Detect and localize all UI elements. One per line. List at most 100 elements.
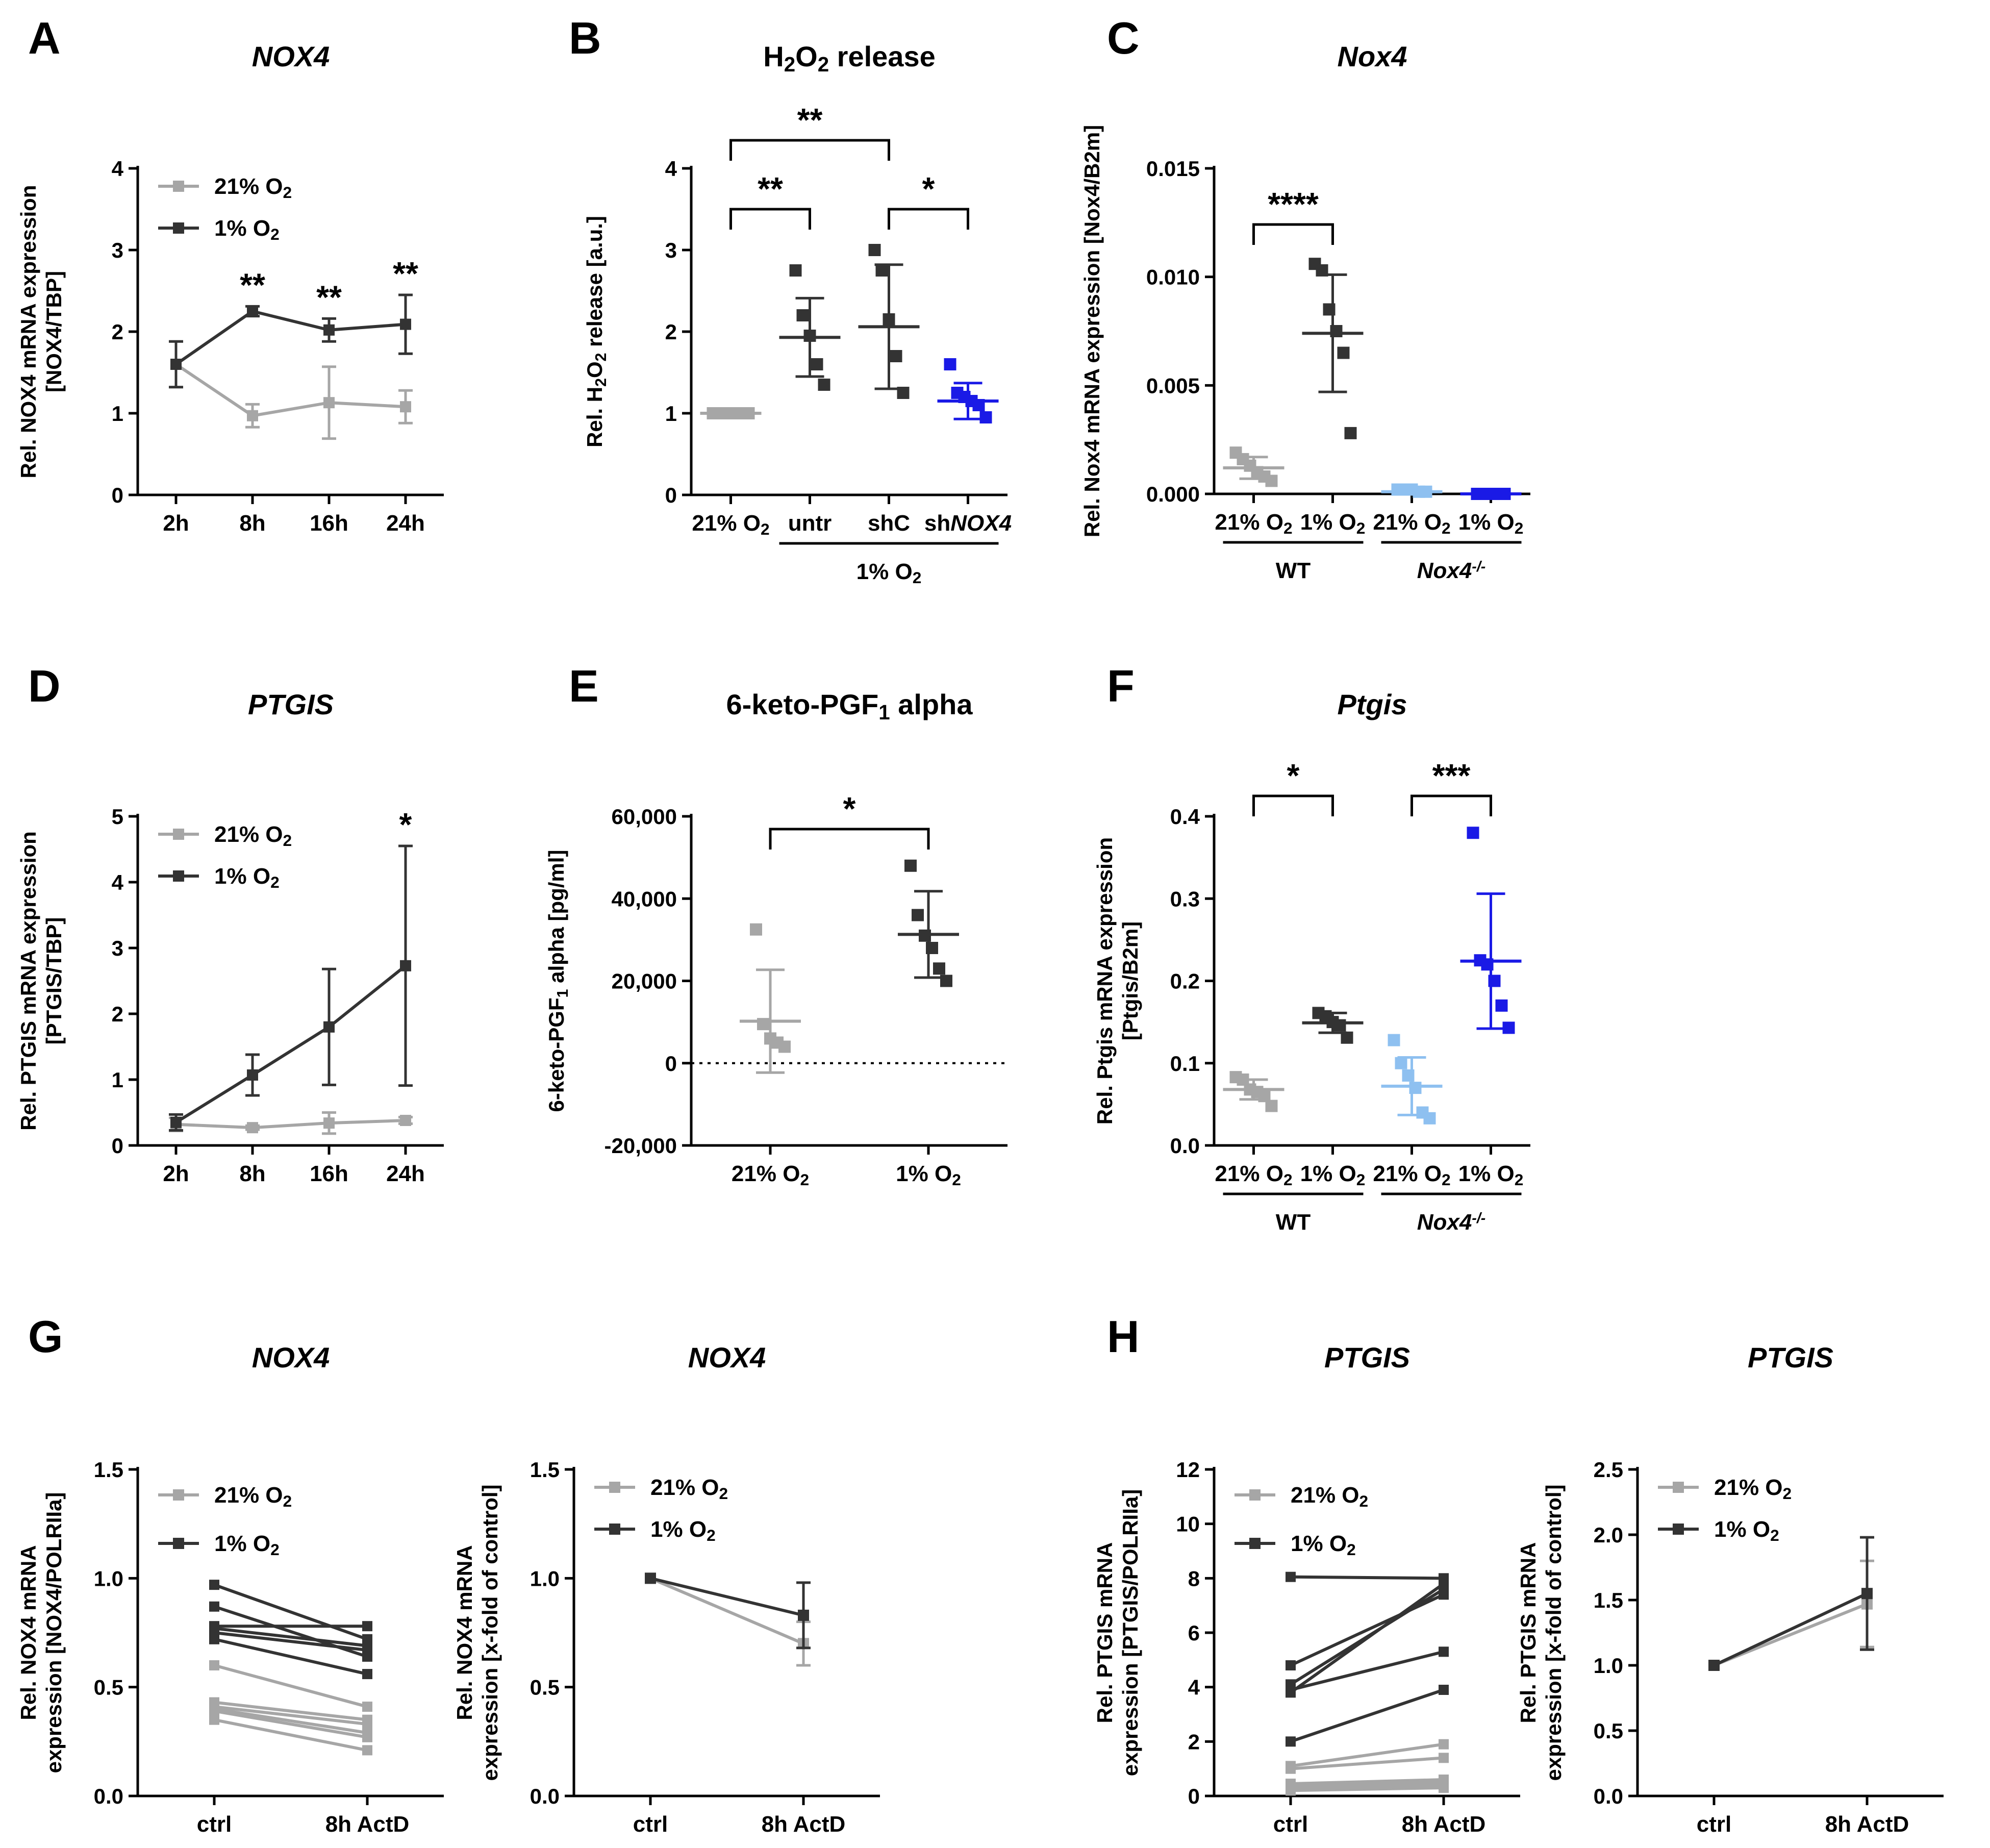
y-tick-label: 5 — [112, 805, 123, 829]
y-tick-label: 2 — [1188, 1730, 1200, 1754]
data-point — [209, 1706, 219, 1716]
y-axis-label: [Ptgis/B2m] — [1118, 921, 1142, 1040]
data-point — [944, 358, 956, 370]
y-tick-label: 4 — [112, 870, 124, 894]
y-axis-label: 6-keto-PGF1 alpha [pg/ml] — [544, 850, 571, 1112]
legend-marker — [173, 181, 184, 192]
y-tick-label: 0.3 — [1170, 887, 1200, 911]
x-tick-label: 1% O2 — [1300, 510, 1366, 537]
x-tick-label: shC — [868, 511, 910, 536]
legend-label: 1% O2 — [214, 864, 280, 891]
data-point — [1495, 999, 1508, 1012]
y-tick-label: 0.4 — [1170, 805, 1200, 829]
paired-line — [1290, 1742, 1444, 1768]
significance-label: ** — [797, 102, 823, 138]
chart-title: PTGIS — [1324, 1341, 1410, 1373]
y-tick-label: 0 — [1188, 1784, 1200, 1808]
series-line — [649, 1577, 804, 1645]
chart-panel-E: E 6-keto-PGF1 alpha -20,000 0 20,000 40,000 60… — [544, 661, 1007, 1189]
data-point — [1265, 475, 1278, 487]
data-point — [1388, 1034, 1400, 1046]
y-tick-label: 3 — [112, 936, 123, 960]
chart-title: Ptgis — [1338, 688, 1407, 720]
series-line — [1713, 1592, 1868, 1667]
data-point — [1439, 1753, 1449, 1763]
paired-line — [1290, 1781, 1444, 1788]
y-tick-label: 0.0 — [1594, 1784, 1623, 1808]
y-axis-label: Rel. PTGIS mRNA — [1093, 1542, 1117, 1724]
y-tick-label: 0.0 — [1170, 1134, 1200, 1158]
legend-label: 21% O2 — [214, 1483, 292, 1510]
legend-marker — [173, 222, 184, 234]
paired-line — [1290, 1582, 1445, 1694]
legend-marker — [1673, 1482, 1684, 1493]
y-tick-label: 20,000 — [612, 969, 677, 993]
chart-panel-D: D PTGIS 0 1 2 3 4 5 2h 8h 16h 24h Rel. PTGIS mRNA ex… — [16, 661, 444, 1186]
legend-marker — [1249, 1489, 1261, 1501]
x-tick-label: 8h ActD — [1402, 1812, 1486, 1837]
significance-bracket — [1252, 794, 1334, 816]
chart-panel-G: G NOX4 0.0 0.5 1.0 1.5 ctrl 8h ActD Rel. NOX4 mR… — [16, 1311, 444, 1837]
data-point — [209, 1634, 219, 1644]
data-point — [247, 306, 258, 317]
x-tick-label: ctrl — [633, 1812, 668, 1837]
data-point — [1286, 1571, 1296, 1582]
data-point — [1286, 1687, 1296, 1698]
series-line — [1713, 1602, 1868, 1667]
chart-panel-C: C Nox4 0.000 0.005 0.010 0.015 21% O2 1% O2 21% … — [1080, 13, 1530, 583]
chart-panel-B: B H2O2 release 0 1 2 3 4 21% O2 untr shC shNOX4 Rel… — [569, 13, 1012, 587]
data-point — [323, 324, 335, 336]
x-tick-label: 21% O2 — [1373, 1161, 1450, 1189]
y-axis-label: expression [PTGIS/POLRIIa] — [1118, 1489, 1142, 1776]
x-tick-label: 24h — [386, 511, 425, 536]
paired-line — [1290, 1783, 1444, 1789]
chart-panel-A: A NOX4 0 1 2 3 4 2h 8h 16h 24h Rel. NOX4 mRNA expre… — [16, 13, 444, 536]
y-tick-label: 6 — [1188, 1621, 1200, 1645]
y-tick-label: 0.5 — [530, 1676, 560, 1700]
y-axis-label: expression [x-fold of control] — [1542, 1484, 1566, 1781]
paired-line — [1290, 1575, 1444, 1580]
x-tick-label: 1% O2 — [1458, 1161, 1524, 1189]
x-tick-label: 24h — [386, 1161, 425, 1186]
significance-label: * — [922, 170, 935, 207]
data-point — [798, 1609, 809, 1621]
y-tick-label: 0.015 — [1146, 157, 1200, 181]
legend-label: 21% O2 — [1714, 1475, 1792, 1503]
y-axis-label: expression [NOX4/POLRIIa] — [42, 1492, 66, 1774]
y-tick-label: 2 — [112, 320, 123, 344]
panel-letter: D — [28, 661, 61, 711]
data-point — [247, 1122, 258, 1134]
paired-line — [214, 1718, 368, 1752]
y-axis-label: expression [x-fold of control] — [478, 1484, 502, 1781]
legend-marker — [173, 829, 184, 840]
panel-letter: B — [569, 13, 601, 63]
chart-panel-H: H PTGIS 0 2 4 6 8 10 12 ctrl 8h ActD Rel. PTGIS mRN… — [1093, 1311, 1520, 1837]
data-point — [1286, 1736, 1296, 1747]
data-point — [1286, 1763, 1296, 1774]
y-tick-label: 1.0 — [530, 1566, 560, 1590]
series-line — [175, 1118, 406, 1130]
group-label: Nox4-/- — [1417, 558, 1486, 583]
paired-line — [1290, 1650, 1444, 1691]
data-point — [362, 1669, 372, 1680]
y-tick-label: 10 — [1176, 1512, 1200, 1536]
paired-line — [214, 1627, 368, 1647]
data-point — [247, 1069, 258, 1081]
legend-label: 1% O2 — [214, 1531, 280, 1559]
paired-line — [214, 1664, 368, 1708]
legend-marker — [173, 870, 184, 882]
paired-line — [214, 1701, 368, 1721]
y-axis-label: Rel. NOX4 mRNA — [16, 1545, 40, 1720]
y-tick-label: 2.0 — [1594, 1523, 1623, 1547]
group-label: WT — [1276, 1210, 1311, 1235]
y-tick-label: 60,000 — [612, 805, 677, 829]
data-point — [323, 1117, 335, 1129]
data-point — [323, 397, 335, 409]
data-point — [247, 410, 258, 421]
data-point — [933, 962, 945, 975]
significance-bracket — [1252, 223, 1334, 245]
chart-title: NOX4 — [688, 1341, 766, 1373]
legend-label: 1% O2 — [214, 216, 280, 243]
panel-letter: A — [28, 13, 61, 63]
